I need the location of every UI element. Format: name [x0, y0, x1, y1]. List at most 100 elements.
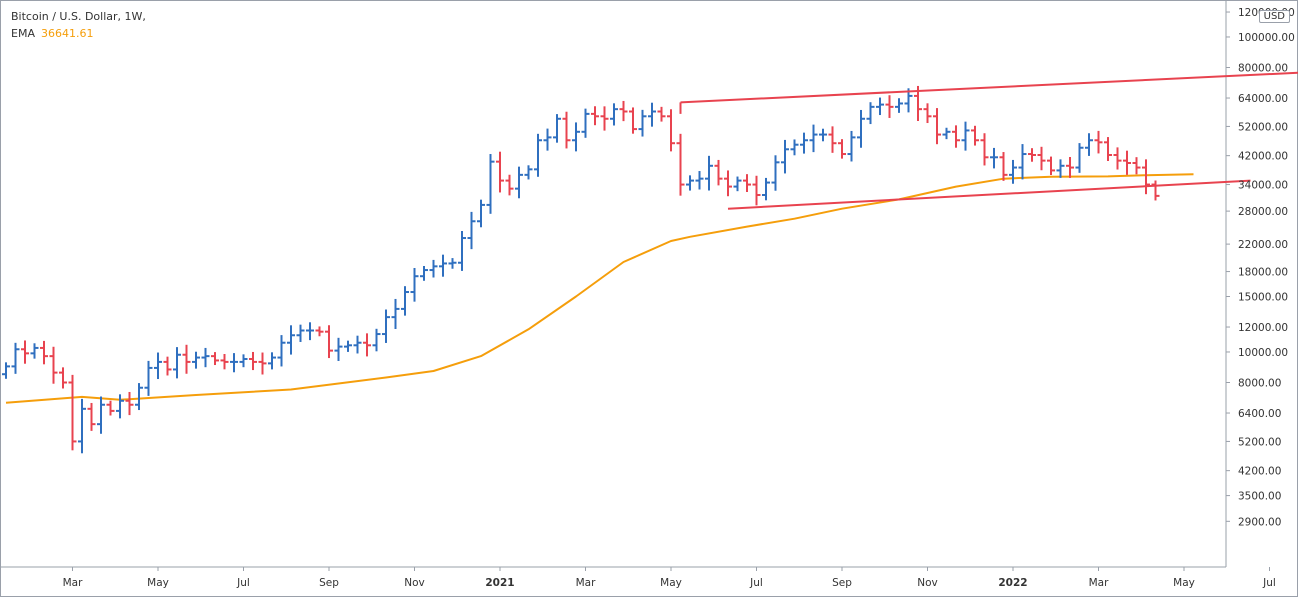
ohlc-bar	[733, 176, 742, 192]
ohlc-bar	[524, 165, 533, 180]
trendline-upper[interactable]	[680, 71, 1299, 104]
ohlc-bar	[410, 267, 419, 302]
ohlc-bar	[800, 132, 808, 154]
ohlc-bar	[429, 259, 438, 278]
price-tick-label: 52000.00	[1238, 121, 1288, 133]
ohlc-bar	[895, 98, 903, 113]
time-tick-label: 2021	[485, 577, 514, 589]
ema-series	[5, 173, 1194, 404]
time-tick-label: May	[660, 577, 682, 589]
ohlc-bar	[249, 351, 257, 371]
price-tick-label: 5200.00	[1238, 436, 1281, 448]
ohlc-bar	[1123, 150, 1131, 175]
time-tick-label: Nov	[917, 577, 938, 589]
ohlc-bar	[952, 125, 960, 148]
ohlc-bar	[439, 254, 447, 277]
ohlc-bar	[1094, 130, 1103, 154]
ohlc-bar	[933, 108, 941, 145]
ohlc-bar	[239, 354, 248, 368]
time-tick-label: 2022	[998, 577, 1027, 589]
ohlc-bar	[125, 391, 134, 416]
legend-ema-label: EMA	[11, 27, 35, 40]
ohlc-bar	[591, 106, 599, 126]
price-tick-label: 3500.00	[1238, 491, 1281, 503]
ohlc-bar	[562, 111, 571, 149]
ohlc-bar	[220, 354, 229, 370]
ohlc-bar	[486, 154, 495, 214]
ohlc-bar	[334, 337, 343, 361]
ohlc-bar	[21, 340, 29, 364]
ohlc-bar	[942, 127, 951, 140]
ohlc-bar	[619, 100, 628, 122]
ohlc-bar	[363, 333, 371, 357]
ohlc-bar	[448, 258, 457, 269]
price-bars	[2, 85, 1160, 454]
ohlc-bar	[59, 367, 67, 389]
ohlc-bar	[980, 133, 989, 166]
ohlc-bar	[1047, 156, 1055, 176]
time-tick-label: Mar	[576, 577, 596, 589]
ohlc-bar	[116, 394, 124, 419]
ohlc-bar	[496, 151, 504, 193]
ohlc-bar	[600, 106, 609, 131]
ohlc-bar	[401, 286, 409, 316]
ohlc-bar	[819, 128, 827, 142]
ohlc-bar	[724, 170, 732, 197]
ohlc-bar	[781, 139, 789, 174]
ohlc-bar	[372, 328, 381, 352]
ohlc-bar	[2, 362, 10, 379]
ohlc-bar	[87, 402, 96, 431]
ohlc-bar	[163, 356, 172, 376]
ohlc-bar	[477, 199, 485, 228]
ohlc-bar	[467, 211, 476, 250]
ohlc-bar	[1085, 133, 1093, 156]
ohlc-bar	[1066, 156, 1074, 178]
ohlc-bar	[353, 335, 362, 354]
ohlc-bar	[752, 175, 761, 206]
time-axis: Mar May Jul Sep Nov 2021 Mar May Jul Sep Nov 2022 Ma…	[63, 567, 1276, 589]
ohlc-bar	[1009, 159, 1017, 184]
ohlc-bar	[743, 174, 751, 193]
time-tick-label: Nov	[404, 577, 425, 589]
ohlc-bar	[315, 326, 324, 337]
time-tick-label: May	[147, 577, 169, 589]
ohlc-bar	[971, 125, 979, 146]
price-tick-label: 10000.00	[1238, 347, 1288, 359]
time-tick-label: May	[1173, 577, 1195, 589]
time-tick-label: Jul	[236, 577, 250, 589]
ohlc-bar	[515, 166, 523, 199]
trendline-lower[interactable]	[727, 179, 1251, 210]
price-tick-label: 28000.00	[1238, 206, 1288, 218]
ohlc-bar	[296, 324, 305, 342]
ohlc-bar	[11, 342, 20, 374]
ohlc-bar	[192, 351, 200, 369]
ohlc-bar	[923, 103, 932, 124]
ohlc-bar	[97, 396, 105, 434]
ohlc-bar	[572, 122, 580, 152]
ohlc-bar	[211, 352, 219, 366]
time-tick-label: Mar	[63, 577, 83, 589]
ohlc-bar	[201, 347, 210, 368]
ohlc-bar	[581, 108, 590, 138]
ohlc-bar	[695, 171, 704, 190]
ohlc-bar	[1056, 159, 1065, 178]
ohlc-bar	[828, 126, 837, 153]
price-tick-label: 34000.00	[1238, 180, 1288, 192]
price-tick-label: 2900.00	[1238, 516, 1281, 528]
ohlc-bar	[1113, 147, 1122, 170]
ohlc-bar	[30, 343, 39, 359]
ohlc-bar	[144, 360, 153, 396]
ohlc-bar	[553, 114, 561, 143]
ohlc-bar	[648, 102, 656, 127]
ohlc-bar	[1132, 157, 1141, 175]
price-tick-label: 6400.00	[1238, 408, 1281, 420]
ohlc-bar	[676, 133, 685, 196]
ohlc-bar	[78, 398, 86, 454]
ohlc-bar	[705, 155, 713, 191]
ohlc-bar	[306, 322, 314, 341]
ohlc-bar	[543, 128, 552, 151]
currency-badge[interactable]: USD	[1258, 10, 1290, 23]
ohlc-bar	[961, 121, 970, 151]
